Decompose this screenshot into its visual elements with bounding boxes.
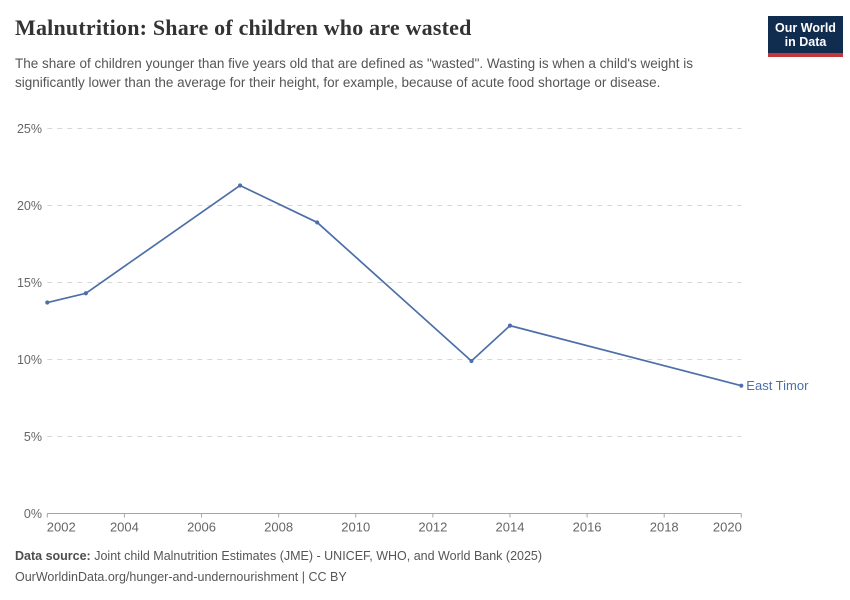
- x-axis-tick-label: 2016: [573, 520, 602, 535]
- owid-url-link[interactable]: OurWorldinData.org/hunger-and-undernouri…: [15, 570, 347, 584]
- data-point-marker[interactable]: [83, 291, 88, 296]
- data-point-marker[interactable]: [739, 383, 744, 388]
- y-axis-tick-label: 0%: [24, 507, 42, 521]
- data-source-line: Data source: Joint child Malnutrition Es…: [15, 546, 775, 567]
- line-chart[interactable]: 0% 5% 10% 15% 20% 25% 2002 2004 2006 2008 2010 2012…: [0, 100, 850, 580]
- chart-title: Malnutrition: Share of children who are …: [15, 15, 472, 40]
- data-source-label: Data source:: [15, 549, 91, 563]
- owid-logo-line1: Our World: [775, 21, 836, 35]
- x-axis-tick-label: 2018: [650, 520, 679, 535]
- y-axis-tick-label: 15%: [17, 276, 42, 290]
- x-axis-tick-label: 2008: [264, 520, 293, 535]
- data-point-marker[interactable]: [507, 323, 513, 328]
- chart-subtitle: The share of children younger than five …: [15, 56, 694, 90]
- y-axis-tick-label: 25%: [17, 122, 42, 136]
- data-source-text: Joint child Malnutrition Estimates (JME)…: [94, 549, 543, 563]
- x-axis-tick-label: 2006: [187, 520, 216, 535]
- data-line: [46, 184, 743, 387]
- data-point-marker[interactable]: [237, 183, 243, 188]
- owid-logo[interactable]: Our World in Data: [768, 16, 843, 57]
- data-point-marker[interactable]: [45, 300, 50, 305]
- data-point-marker[interactable]: [315, 220, 320, 225]
- series-end-label[interactable]: East Timor: [746, 378, 809, 393]
- x-axis-tick-label: 2010: [341, 520, 370, 535]
- y-axis-tick-label: 20%: [17, 199, 42, 213]
- x-axis-tick-label: 2012: [418, 520, 447, 535]
- owid-logo-line2: in Data: [784, 35, 827, 49]
- x-axis-tick-label: 2004: [110, 520, 139, 535]
- x-axis-tick-label: 2020: [713, 520, 742, 535]
- chart-footer: Data source: Joint child Malnutrition Es…: [15, 546, 775, 588]
- y-axis-tick-label: 10%: [17, 353, 42, 367]
- x-axis-tick-label: 2002: [47, 520, 76, 535]
- data-point-marker[interactable]: [469, 358, 474, 364]
- y-axis-tick-label: 5%: [24, 430, 42, 444]
- x-axis-tick-label: 2014: [496, 520, 525, 535]
